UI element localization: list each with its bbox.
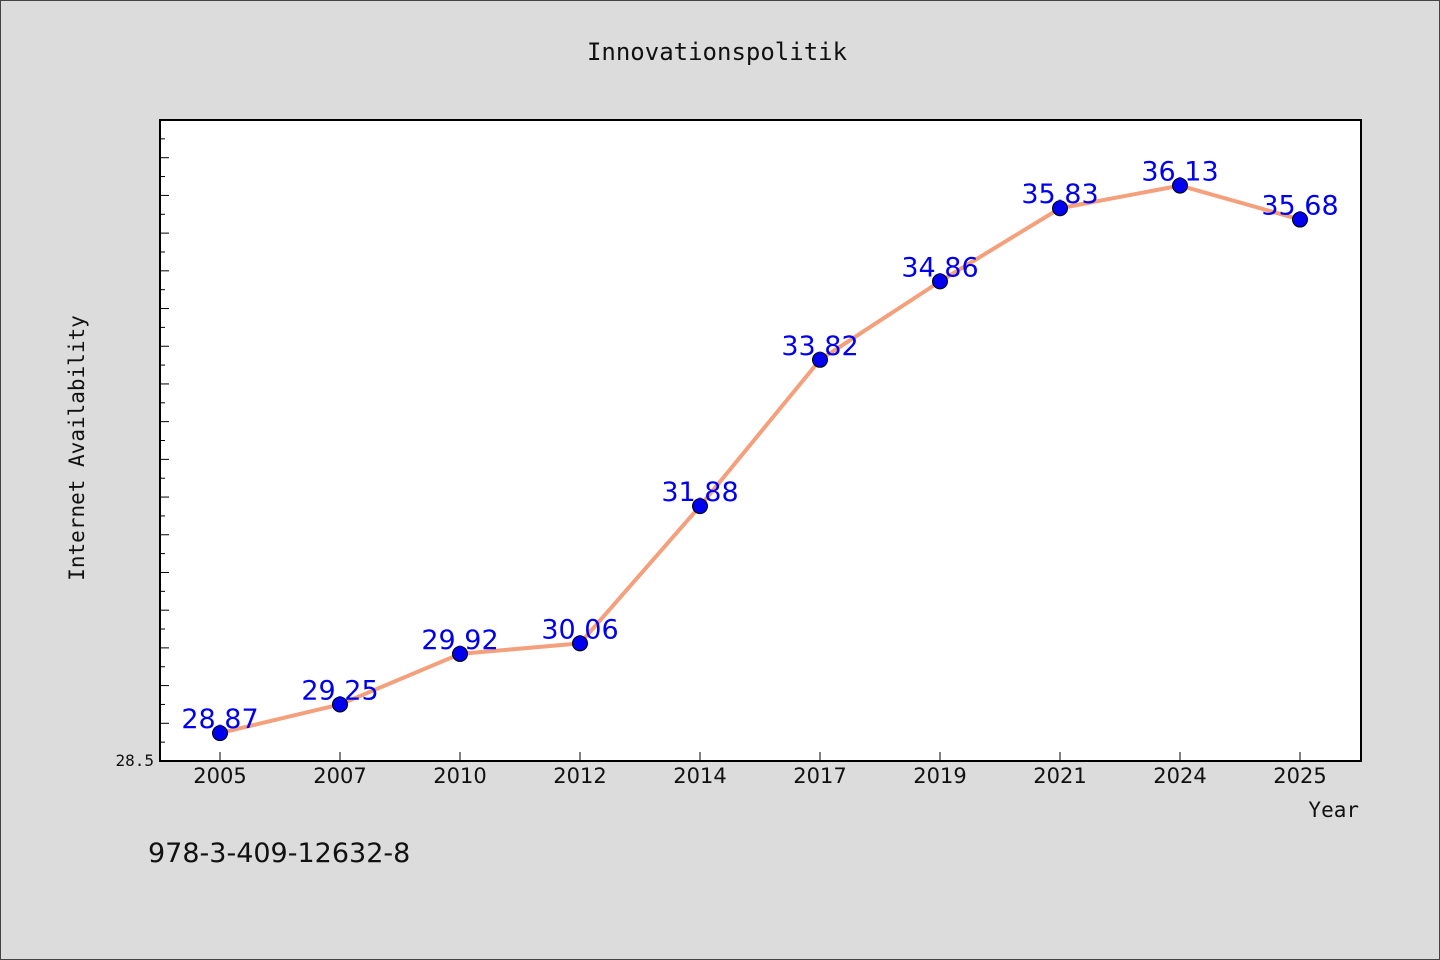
x-tick-label: 2007 [313,764,366,788]
x-tick-label: 2021 [1033,764,1086,788]
isbn-footer: 978-3-409-12632-8 [148,838,410,869]
data-point [932,273,948,290]
y-tick-label: 28.5 [115,751,154,770]
data-point [812,351,828,368]
data-label: 33.82 [781,331,858,362]
x-tick-label: 2005 [193,764,246,788]
data-label: 29.25 [301,675,378,706]
x-tick-label: 2024 [1153,764,1206,788]
series-group: 28.87 29.25 29.92 30.06 31.88 33.82 34.86 35.83… [181,157,1339,742]
data-label: 30.06 [541,614,618,645]
data-point [212,725,228,742]
chart-title: Innovationspolitik [587,38,848,66]
data-point [1292,211,1308,228]
x-tick-label: 2014 [673,764,726,788]
data-label: 29.92 [421,625,498,656]
y-axis-ticks: 28.5 [115,119,169,770]
x-tick-label: 2012 [553,764,606,788]
data-label: 36.13 [1141,157,1218,188]
data-point [332,696,348,713]
x-axis-label: Year [1308,798,1359,822]
data-label: 34.86 [901,252,978,283]
x-axis-ticks: 2005 2007 2010 2012 2014 2017 2019 2021 2024 2025 [193,752,1327,788]
data-point [692,498,708,515]
plot-area [159,119,1362,762]
series-line [219,183,1301,736]
x-tick-label: 2019 [913,764,966,788]
data-label: 35.68 [1261,191,1338,222]
data-point [452,645,468,662]
data-label: 35.83 [1021,179,1098,210]
data-point [572,635,588,652]
data-point [1052,200,1068,217]
x-tick-label: 2025 [1273,764,1326,788]
data-label: 28.87 [181,704,258,735]
data-point [1172,177,1188,194]
data-label: 31.88 [661,477,738,508]
x-tick-label: 2010 [433,764,486,788]
y-axis-label: Internet Availability [65,315,89,581]
x-tick-label: 2017 [793,764,846,788]
